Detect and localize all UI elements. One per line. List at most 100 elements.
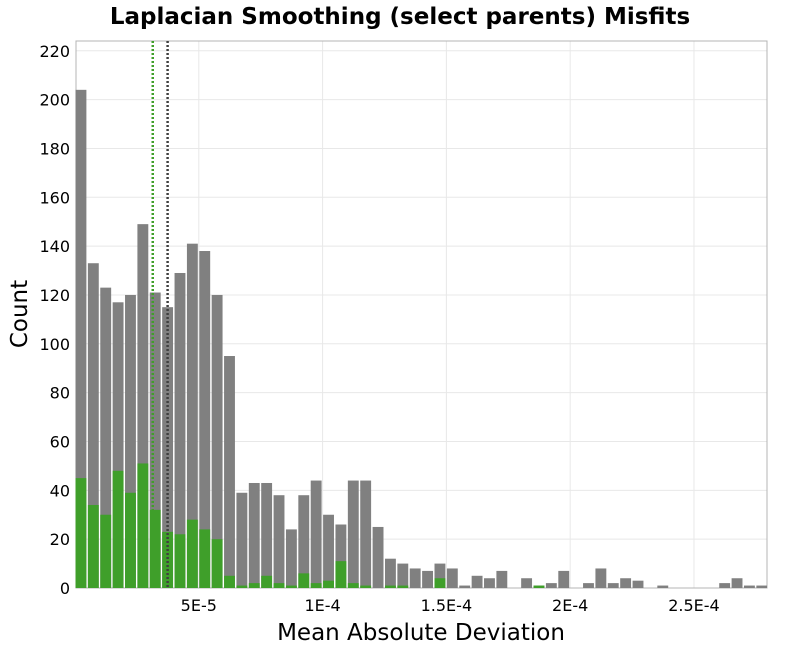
bar-all: [595, 568, 607, 588]
bar-selected: [347, 583, 359, 588]
y-tick-label: 200: [39, 91, 70, 110]
bar-all: [545, 583, 557, 588]
bar-all: [100, 287, 112, 588]
bar-selected: [533, 585, 545, 588]
bar-selected: [434, 578, 446, 588]
x-tick-label: 1E-4: [304, 596, 340, 615]
bar-selected: [310, 583, 322, 588]
y-tick-label: 0: [60, 579, 70, 598]
bar-all: [632, 580, 644, 588]
x-tick-label: 2.5E-4: [668, 596, 720, 615]
bar-all: [434, 563, 446, 588]
bar-selected: [211, 539, 223, 588]
bar-selected: [137, 463, 149, 588]
bar-selected: [100, 514, 112, 588]
bar-all: [224, 356, 235, 588]
bar-selected: [186, 519, 198, 588]
bar-all: [174, 272, 186, 588]
x-tick-labels: 5E-5 1E-4 1.5E-4 2E-4 2.5E-4: [181, 596, 720, 615]
y-tick-label: 120: [39, 286, 70, 305]
bar-all: [372, 526, 384, 588]
y-tick-label: 140: [39, 237, 70, 256]
bar-selected: [199, 529, 211, 588]
bar-all: [125, 294, 136, 588]
bar-all: [75, 89, 87, 588]
x-tick-label: 5E-5: [181, 596, 217, 615]
y-tick-label: 20: [50, 530, 70, 549]
y-tick-labels: 0 20 40 60 80 100 120 140 160 180 200 220: [39, 42, 70, 598]
bar-all: [409, 568, 421, 588]
bar-all: [211, 294, 223, 588]
bar-all: [446, 568, 458, 588]
bar-all: [149, 292, 161, 588]
bar-selected: [360, 585, 372, 588]
bar-all: [186, 243, 198, 588]
bar-selected: [224, 575, 235, 588]
bar-all: [471, 575, 483, 588]
y-axis-label: Count: [7, 280, 33, 348]
bar-all: [137, 224, 149, 588]
bar-selected: [174, 534, 186, 588]
y-tick-label: 40: [50, 481, 70, 500]
bar-selected: [125, 492, 136, 588]
bar-all: [384, 558, 396, 588]
bar-all: [273, 495, 285, 588]
bar-all: [743, 585, 755, 588]
bar-all: [347, 480, 359, 588]
bar-all: [285, 529, 297, 588]
bar-selected: [112, 470, 124, 588]
bar-selected: [149, 509, 161, 588]
bar-all: [607, 583, 619, 588]
y-tick-label: 180: [39, 139, 70, 158]
bar-all: [248, 482, 260, 588]
bar-selected: [87, 504, 99, 588]
bar-selected: [248, 583, 260, 588]
bar-all: [298, 495, 310, 588]
bar-all: [335, 524, 347, 588]
bar-all: [756, 585, 767, 588]
y-tick-label: 60: [50, 432, 70, 451]
bar-selected: [273, 583, 285, 588]
bar-all: [162, 307, 174, 588]
bar-selected: [323, 580, 334, 588]
bar-all: [496, 570, 508, 588]
x-tick-label: 1.5E-4: [421, 596, 473, 615]
bar-selected: [261, 575, 273, 588]
y-tick-label: 220: [39, 42, 70, 61]
bar-all: [310, 480, 322, 588]
bars-layer: [75, 89, 767, 589]
bar-all: [323, 514, 334, 588]
y-tick-label: 100: [39, 335, 70, 354]
bar-all: [731, 578, 743, 588]
bar-all: [199, 251, 211, 589]
bar-selected: [75, 478, 87, 588]
bar-all: [87, 263, 99, 588]
bar-all: [360, 480, 372, 588]
bar-all: [558, 570, 570, 588]
bar-all: [484, 578, 495, 588]
reference-lines: [151, 41, 169, 588]
bar-all: [459, 585, 471, 588]
bar-all: [261, 482, 273, 588]
bar-all: [236, 492, 248, 588]
bar-all: [422, 570, 434, 588]
bar-all: [112, 302, 124, 588]
bar-selected: [335, 561, 347, 588]
y-tick-label: 80: [50, 384, 70, 403]
bar-all: [657, 585, 669, 588]
bar-all: [583, 583, 594, 588]
y-tick-label: 160: [39, 188, 70, 207]
x-axis-label: Mean Absolute Deviation: [277, 620, 565, 646]
bar-selected: [384, 585, 396, 588]
bar-selected: [298, 573, 310, 588]
bar-selected: [236, 585, 248, 588]
bar-selected: [397, 585, 409, 588]
chart-title: Laplacian Smoothing (select parents) Mis…: [110, 4, 690, 30]
bar-selected: [162, 531, 174, 588]
bar-all: [620, 578, 632, 588]
bar-all: [397, 563, 409, 588]
x-tick-label: 2E-4: [552, 596, 588, 615]
bar-all: [521, 578, 533, 588]
bar-selected: [285, 585, 297, 588]
